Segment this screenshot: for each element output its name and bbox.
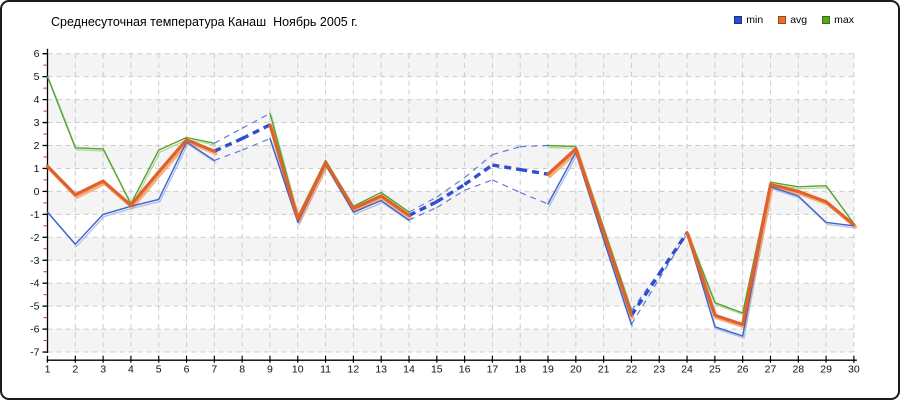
svg-text:27: 27 xyxy=(765,364,777,376)
svg-text:1: 1 xyxy=(34,163,40,175)
svg-text:-2: -2 xyxy=(30,232,39,244)
svg-text:-4: -4 xyxy=(30,278,39,290)
svg-text:-1: -1 xyxy=(30,209,39,221)
legend-item-avg: avg xyxy=(778,15,807,26)
legend-label-max: max xyxy=(834,14,854,26)
svg-text:-3: -3 xyxy=(30,255,39,267)
svg-text:18: 18 xyxy=(514,364,526,376)
svg-text:6: 6 xyxy=(34,48,40,60)
svg-text:22: 22 xyxy=(626,364,638,376)
legend-swatch-min-icon xyxy=(734,16,743,25)
svg-text:23: 23 xyxy=(653,364,665,376)
svg-text:16: 16 xyxy=(459,364,471,376)
svg-text:4: 4 xyxy=(128,364,134,376)
svg-text:24: 24 xyxy=(681,364,693,376)
svg-text:3: 3 xyxy=(100,364,106,376)
svg-text:10: 10 xyxy=(292,364,304,376)
svg-text:11: 11 xyxy=(320,364,331,376)
svg-text:5: 5 xyxy=(34,71,40,83)
svg-text:9: 9 xyxy=(267,364,273,376)
legend-label-avg: avg xyxy=(790,14,808,26)
svg-text:1: 1 xyxy=(45,364,51,376)
legend-item-min: min xyxy=(734,15,763,26)
svg-text:30: 30 xyxy=(848,364,860,376)
svg-text:13: 13 xyxy=(375,364,387,376)
svg-text:4: 4 xyxy=(34,94,40,106)
svg-text:19: 19 xyxy=(542,364,554,376)
svg-text:29: 29 xyxy=(820,364,832,376)
legend-label-min: min xyxy=(746,14,764,26)
legend: min avg max xyxy=(734,15,854,26)
svg-text:28: 28 xyxy=(792,364,804,376)
svg-text:3: 3 xyxy=(34,117,40,129)
svg-text:17: 17 xyxy=(487,364,499,376)
svg-text:21: 21 xyxy=(598,364,610,376)
svg-text:-7: -7 xyxy=(30,347,39,359)
legend-item-max: max xyxy=(822,15,854,26)
svg-text:26: 26 xyxy=(737,364,749,376)
svg-text:2: 2 xyxy=(72,364,78,376)
svg-text:25: 25 xyxy=(709,364,721,376)
svg-text:2: 2 xyxy=(34,140,40,152)
svg-text:7: 7 xyxy=(211,364,217,376)
svg-text:12: 12 xyxy=(348,364,360,376)
svg-text:14: 14 xyxy=(403,364,415,376)
legend-swatch-max-icon xyxy=(822,16,831,25)
svg-text:5: 5 xyxy=(156,364,162,376)
svg-text:-5: -5 xyxy=(30,301,39,313)
svg-text:-6: -6 xyxy=(30,324,39,336)
svg-text:15: 15 xyxy=(431,364,443,376)
svg-text:8: 8 xyxy=(239,364,245,376)
chart-title: Среднесуточная температура Канаш Ноябрь … xyxy=(51,15,358,29)
svg-text:6: 6 xyxy=(184,364,190,376)
legend-swatch-avg-icon xyxy=(778,16,787,25)
svg-text:0: 0 xyxy=(34,186,40,198)
svg-text:20: 20 xyxy=(570,364,582,376)
